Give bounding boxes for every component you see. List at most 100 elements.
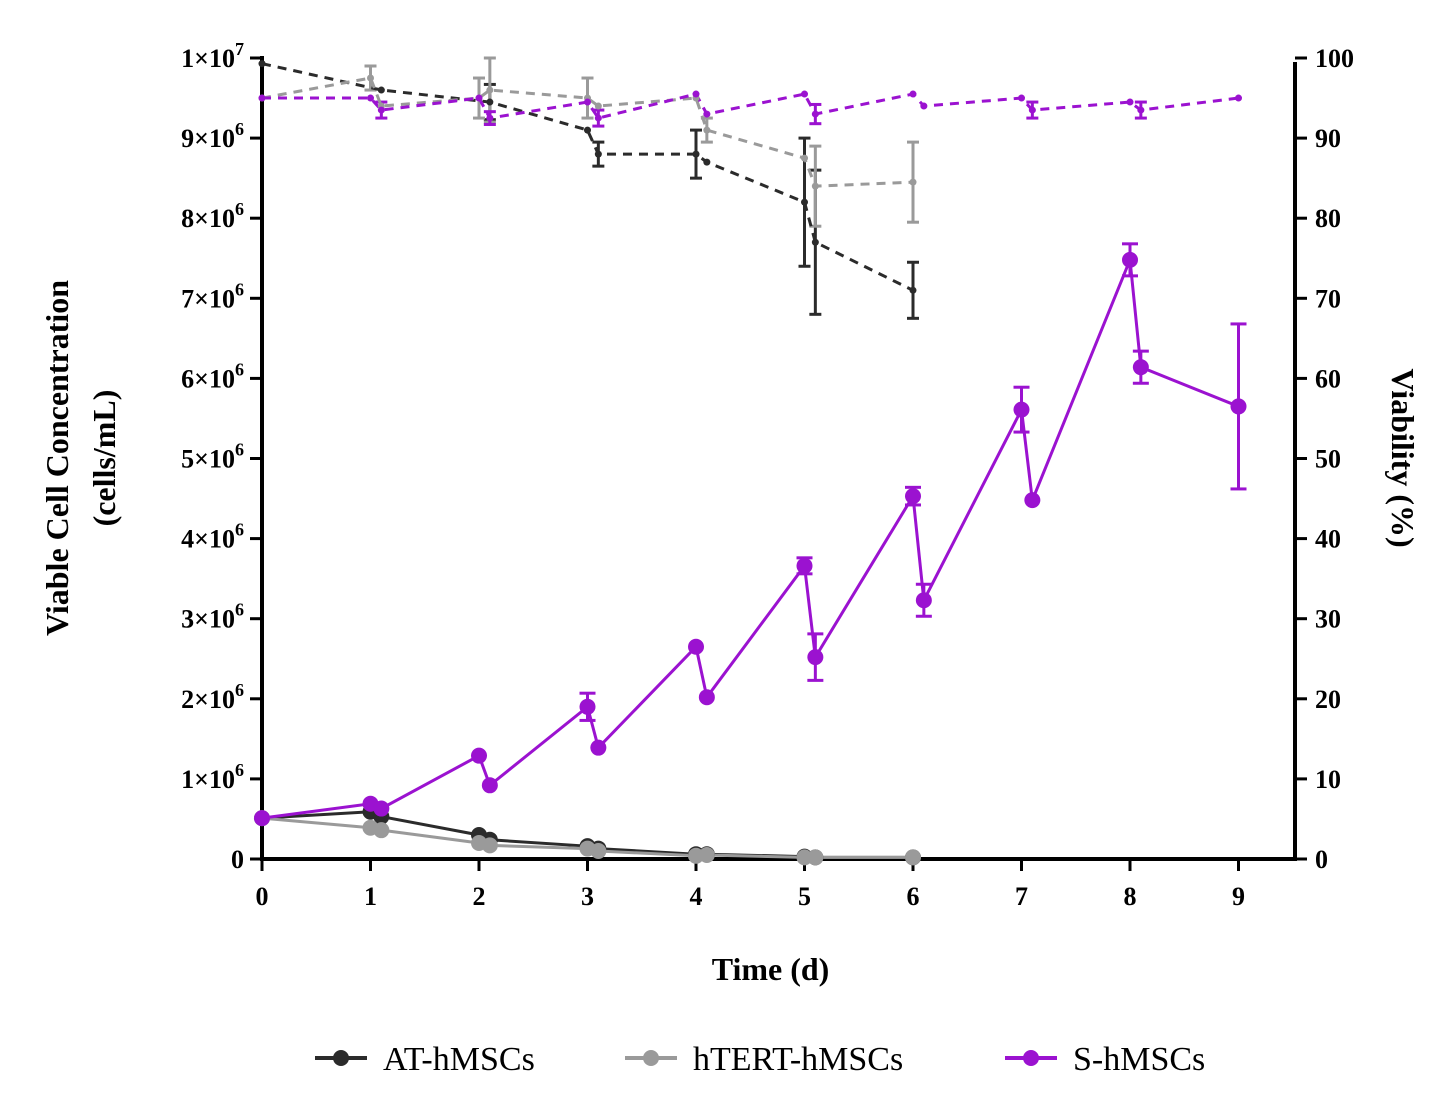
s-hmscs-viability-point [909,90,917,98]
legend-htert-hmscs-marker [643,1050,659,1066]
s-hmscs-viability-line [262,92,1239,120]
s-hmscs-concentration-point [915,592,932,609]
x-axis-title: Time (d) [712,951,830,987]
s-hmscs-viability-point [258,94,266,102]
s-hmscs-concentration-point [1013,401,1030,418]
s-hmscs-viability-point [1018,94,1025,102]
y-right-tick-label: 0 [1315,845,1328,874]
legend-at-hmscs-marker [333,1050,349,1066]
y-right-tick-label: 60 [1315,364,1341,393]
legend-at-hmscs-label: AT-hMSCs [383,1041,535,1078]
y-right-tick-label: 10 [1315,765,1341,794]
htert-hmscs-viability-line [261,76,914,188]
s-hmscs-viability-point [811,110,819,118]
at-hmscs-viability-point [377,86,385,94]
legend-s-hmscs-label: S-hMSCs [1073,1041,1205,1078]
y-right-tick-label: 70 [1315,284,1341,313]
s-hmscs-viability-point [594,114,602,122]
s-hmscs-viability-point [1235,94,1242,102]
y-left-tick-label: 1×106 [181,760,244,794]
x-tick-label: 2 [473,882,486,911]
s-hmscs-concentration-point [1230,398,1247,415]
s-hmscs-concentration-point [905,488,921,505]
y-left-tick-label: 0 [231,845,244,874]
x-tick-label: 0 [256,882,269,911]
s-hmscs-concentration-line [261,259,1240,820]
s-hmscs-viability-point [692,90,700,98]
s-hmscs-viability-point [920,102,928,110]
s-hmscs-viability-point [801,90,808,98]
htert-hmscs-concentration-point [698,846,715,863]
x-tick-label: 9 [1232,882,1245,911]
y-left-tick-label: 7×106 [181,279,244,313]
htert-hmscs-viability-point [909,178,917,186]
legend-s-hmscs-marker [1023,1050,1039,1066]
x-tick-label: 5 [798,882,811,911]
htert-hmscs-concentration-point [905,849,921,866]
htert-hmscs-concentration-point [373,822,390,839]
y-left-tick-label: 1×107 [181,39,244,73]
y-right-tick-label: 100 [1315,44,1354,73]
s-hmscs-concentration-point [590,739,607,756]
y-left-tick-label: 8×106 [181,199,244,233]
at-hmscs-viability-point [486,98,494,106]
y-right-tick-label: 20 [1315,685,1341,714]
at-hmscs-viability-line [261,62,914,292]
htert-hmscs-concentration-point [481,837,498,854]
htert-hmscs-viability-point [486,86,494,94]
s-hmscs-concentration-point [1122,251,1138,268]
legend-htert-hmscs-label: hTERT-hMSCs [693,1041,903,1078]
s-hmscs-viability-point [377,106,385,114]
s-hmscs-concentration-point [688,638,704,655]
data-points [254,60,1247,866]
y-left-tick-label: 2×106 [181,680,244,714]
x-tick-label: 4 [690,882,703,911]
s-hmscs-viability-point [584,98,591,106]
s-hmscs-concentration-point [796,557,813,574]
legend: AT-hMSCs hTERT-hMSCs S-hMSCs [315,1041,1205,1078]
y-left-tick-label: 6×106 [181,359,244,393]
at-hmscs-viability-point [258,60,266,68]
s-hmscs-concentration-point [698,689,715,706]
y-right-tick-label: 40 [1315,525,1341,554]
y-left-tick-label: 5×106 [181,440,244,474]
htert-hmscs-concentration-point [590,842,607,859]
at-hmscs-viability-point [801,198,808,206]
at-hmscs-viability-point [811,238,819,246]
s-hmscs-concentration-point [1132,359,1149,376]
y-right-tick-label: 80 [1315,204,1341,233]
s-hmscs-viability-point [486,114,494,122]
s-hmscs-concentration-point [471,747,487,764]
s-hmscs-viability-point [1126,98,1134,106]
y-left-tick-label: 9×106 [181,119,244,153]
at-hmscs-viability-point [703,158,711,166]
y-left-tick-label: 3×106 [181,600,244,634]
s-hmscs-concentration-point [254,810,270,827]
x-tick-label: 6 [907,882,920,911]
y-left-tick-label: 4×106 [181,520,244,554]
s-hmscs-concentration-point [481,777,498,794]
y-right-tick-label: 90 [1315,124,1341,153]
s-hmscs-concentration-point [1024,492,1041,509]
y-right-tick-label: 50 [1315,445,1341,474]
s-hmscs-viability-point [367,94,374,102]
htert-hmscs-concentration-point [807,849,824,866]
htert-hmscs-viability-point [367,74,374,82]
s-hmscs-viability-point [475,94,483,102]
s-hmscs-viability-point [703,110,711,118]
x-tick-label: 1 [364,882,377,911]
x-tick-label: 7 [1015,882,1028,911]
s-hmscs-concentration-point [579,698,596,715]
y-right-tick-label: 30 [1315,605,1341,634]
at-hmscs-viability-point [692,150,700,158]
y-left-axis-title: Viable Cell Concentration (cells/mL) [39,280,122,636]
htert-hmscs-viability-point [594,102,602,110]
at-hmscs-viability-point [594,150,602,158]
s-hmscs-viability-point [1028,106,1036,114]
s-hmscs-concentration-point [373,800,390,817]
at-hmscs-viability-point [584,126,591,134]
htert-hmscs-viability-point [801,154,808,162]
htert-hmscs-viability-point [811,182,819,190]
